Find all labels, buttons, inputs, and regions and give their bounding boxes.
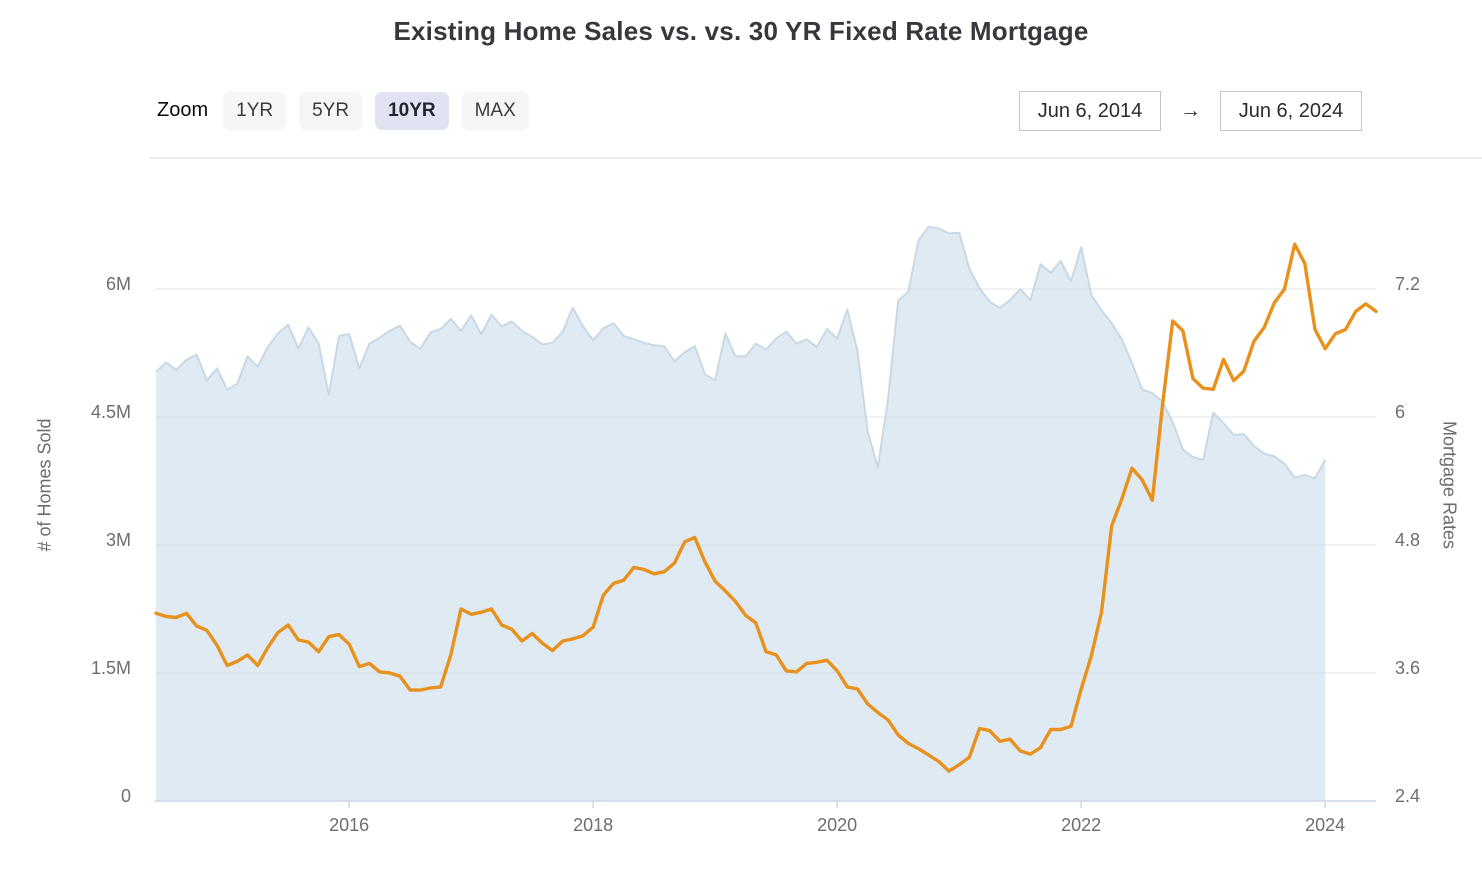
- home-sales-area-edge: [155, 225, 1327, 480]
- right-axis-title: Mortgage Rates: [1439, 420, 1460, 550]
- right-y-tick-label: 6: [1395, 402, 1405, 422]
- right-y-tick-label: 7.2: [1395, 274, 1420, 294]
- x-tick-label: 2018: [573, 815, 613, 835]
- zoom-button-5yr[interactable]: 5YR: [299, 91, 363, 131]
- home-sales-area: [156, 226, 1326, 801]
- mortgage-rate-line: [154, 242, 1378, 773]
- left-y-tick-label: 0: [121, 786, 131, 806]
- left-y-tick-label: 4.5M: [91, 402, 131, 422]
- x-tick-label: 2020: [817, 815, 857, 835]
- separator-line: [150, 157, 1482, 159]
- left-y-tick-label: 3M: [106, 530, 131, 550]
- chart-controls: Zoom 1YR 5YR 10YR MAX Jun 6, 2014 → Jun …: [157, 90, 1362, 132]
- chart-title: Existing Home Sales vs. vs. 30 YR Fixed …: [393, 16, 1089, 46]
- left-axis-title: # of Homes Sold: [34, 418, 55, 552]
- date-to-input[interactable]: Jun 6, 2024: [1220, 91, 1362, 131]
- zoom-button-10yr[interactable]: 10YR: [375, 91, 449, 131]
- right-y-tick-label: 3.6: [1395, 658, 1420, 678]
- left-y-tick-label: 6M: [106, 274, 131, 294]
- x-tick-label: 2016: [329, 815, 369, 835]
- arrow-right-icon: →: [1180, 99, 1201, 122]
- right-y-tick-label: 2.4: [1395, 786, 1420, 806]
- x-tick-label: 2022: [1061, 815, 1101, 835]
- x-tick-label: 2024: [1305, 815, 1345, 835]
- zoom-label: Zoom: [157, 99, 209, 122]
- date-range-controls: Jun 6, 2014 → Jun 6, 2024: [1019, 91, 1362, 131]
- right-y-tick-label: 4.8: [1395, 530, 1420, 550]
- left-y-tick-label: 1.5M: [91, 658, 131, 678]
- zoom-button-max[interactable]: MAX: [461, 91, 529, 131]
- date-from-input[interactable]: Jun 6, 2014: [1019, 91, 1161, 131]
- zoom-button-1yr[interactable]: 1YR: [223, 91, 287, 131]
- zoom-controls: Zoom 1YR 5YR 10YR MAX: [157, 91, 529, 131]
